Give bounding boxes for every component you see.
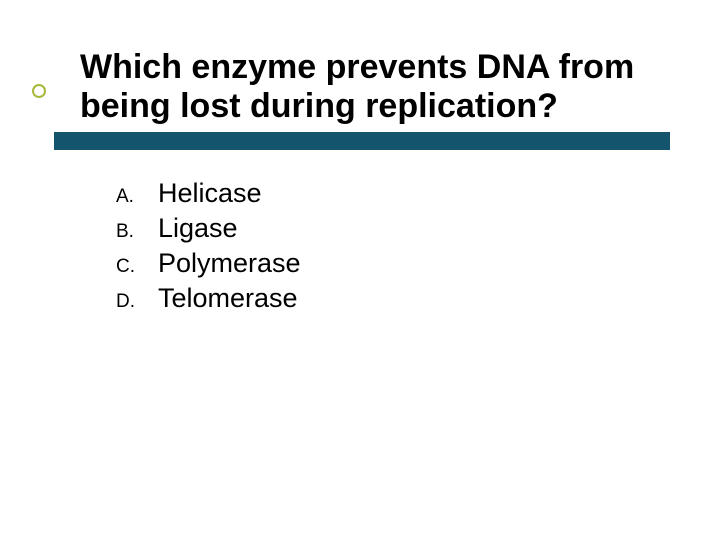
options-list: A. Helicase B. Ligase C. Polymerase D. T…	[116, 178, 680, 314]
question-title: Which enzyme prevents DNA from being los…	[80, 48, 680, 126]
option-letter: D.	[116, 291, 158, 313]
option-letter: A.	[116, 186, 158, 208]
option-row: C. Polymerase	[116, 248, 680, 279]
option-row: A. Helicase	[116, 178, 680, 209]
title-underline-bar	[54, 132, 670, 150]
slide: Which enzyme prevents DNA from being los…	[0, 0, 720, 540]
title-bullet-icon	[32, 84, 46, 98]
option-text: Helicase	[158, 178, 262, 209]
option-letter: C.	[116, 256, 158, 278]
option-row: D. Telomerase	[116, 283, 680, 314]
option-row: B. Ligase	[116, 213, 680, 244]
option-text: Telomerase	[158, 283, 298, 314]
option-text: Polymerase	[158, 248, 301, 279]
option-text: Ligase	[158, 213, 238, 244]
option-letter: B.	[116, 221, 158, 243]
